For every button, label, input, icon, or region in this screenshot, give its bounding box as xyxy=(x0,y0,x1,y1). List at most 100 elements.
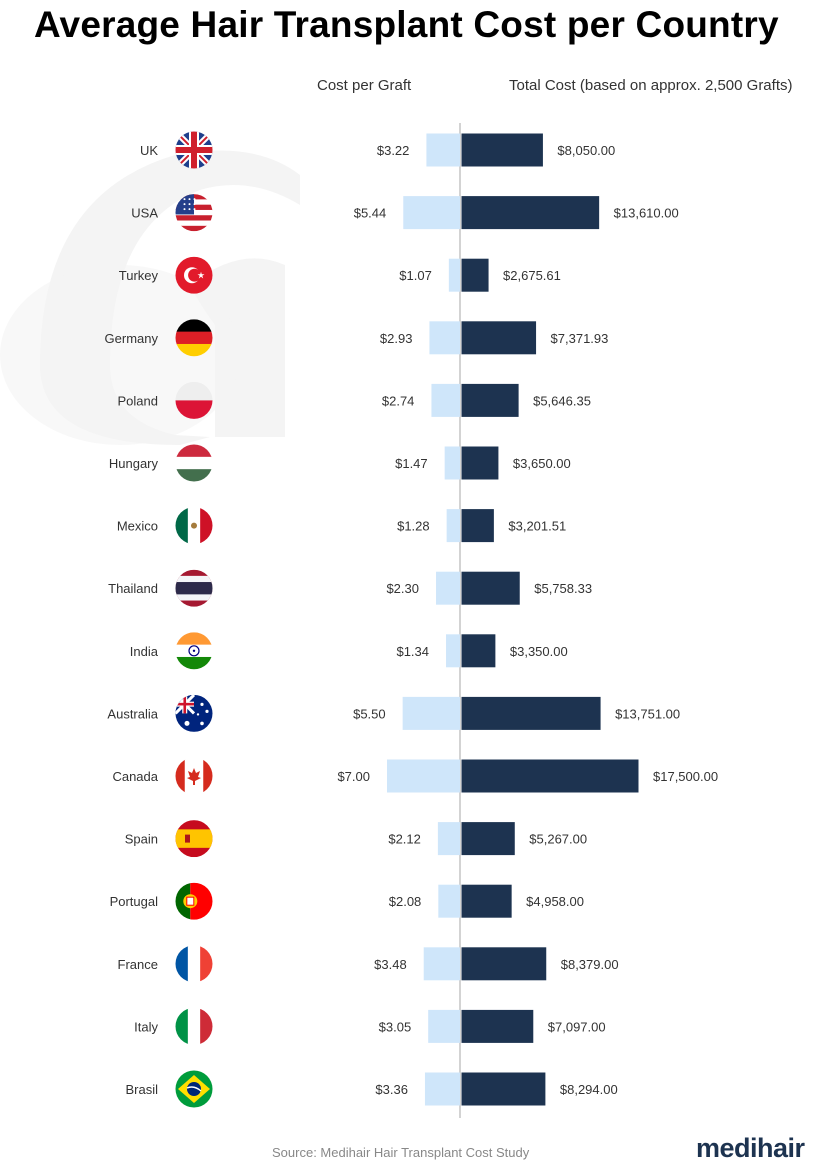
mexico-flag-icon xyxy=(175,507,213,545)
country-label-canada: Canada xyxy=(112,769,158,784)
country-label-usa: USA xyxy=(131,206,158,221)
italy-flag-icon xyxy=(175,1007,213,1045)
total-bar-usa xyxy=(461,196,600,230)
graft-label-thailand: $2.30 xyxy=(386,581,419,596)
country-label-poland: Poland xyxy=(118,393,158,408)
total-bar-india xyxy=(461,634,496,668)
total-bar-germany xyxy=(461,321,537,355)
total-bar-brasil xyxy=(461,1072,546,1106)
graft-label-canada: $7.00 xyxy=(337,769,370,784)
country-label-mexico: Mexico xyxy=(117,519,158,534)
graft-label-india: $1.34 xyxy=(396,644,429,659)
total-label-canada: $17,500.00 xyxy=(653,769,718,784)
country-label-brasil: Brasil xyxy=(125,1082,158,1097)
turkey-flag-icon xyxy=(175,256,213,294)
graft-label-turkey: $1.07 xyxy=(399,268,432,283)
total-label-usa: $13,610.00 xyxy=(614,206,679,221)
source-note: Source: Medihair Hair Transplant Cost St… xyxy=(272,1145,530,1160)
total-label-france: $8,379.00 xyxy=(561,957,619,972)
medihair-logo: medihair xyxy=(696,1133,805,1163)
total-label-thailand: $5,758.33 xyxy=(534,581,592,596)
country-label-germany: Germany xyxy=(105,331,159,346)
graft-label-poland: $2.74 xyxy=(382,393,415,408)
graft-label-hungary: $1.47 xyxy=(395,456,428,471)
country-label-uk: UK xyxy=(140,143,158,158)
spain-flag-icon xyxy=(175,820,213,858)
india-flag-icon xyxy=(175,632,213,670)
country-label-italy: Italy xyxy=(134,1019,158,1034)
total-label-hungary: $3,650.00 xyxy=(513,456,571,471)
graft-bar-italy xyxy=(428,1009,460,1043)
total-label-india: $3,350.00 xyxy=(510,644,568,659)
graft-bar-australia xyxy=(402,696,460,730)
graft-bar-portugal xyxy=(438,884,460,918)
graft-bar-france xyxy=(423,947,460,981)
header-cost-per-graft: Cost per Graft xyxy=(317,77,412,94)
graft-label-uk: $3.22 xyxy=(377,143,410,158)
graft-bar-thailand xyxy=(436,571,460,605)
graft-bar-hungary xyxy=(444,446,460,480)
total-label-portugal: $4,958.00 xyxy=(526,894,584,909)
usa-flag-icon xyxy=(175,194,213,232)
total-bar-france xyxy=(461,947,547,981)
thailand-flag-icon xyxy=(175,569,213,607)
total-bar-mexico xyxy=(461,509,494,543)
graft-label-germany: $2.93 xyxy=(380,331,413,346)
total-bar-canada xyxy=(461,759,639,793)
country-label-turkey: Turkey xyxy=(119,268,159,283)
total-label-germany: $7,371.93 xyxy=(551,331,609,346)
graft-bar-turkey xyxy=(448,258,460,292)
graft-bar-spain xyxy=(437,822,460,856)
total-label-uk: $8,050.00 xyxy=(557,143,615,158)
australia-flag-icon xyxy=(175,694,213,732)
graft-label-italy: $3.05 xyxy=(379,1019,412,1034)
graft-bar-germany xyxy=(429,321,460,355)
graft-bar-usa xyxy=(403,196,460,230)
graft-bar-india xyxy=(446,634,460,668)
total-label-spain: $5,267.00 xyxy=(529,832,587,847)
total-label-mexico: $3,201.51 xyxy=(508,519,566,534)
total-bar-poland xyxy=(461,383,519,417)
graft-bar-brasil xyxy=(424,1072,460,1106)
country-label-france: France xyxy=(118,957,158,972)
graft-label-mexico: $1.28 xyxy=(397,519,430,534)
total-bar-turkey xyxy=(461,258,489,292)
uk-flag-icon xyxy=(175,131,213,169)
total-bar-spain xyxy=(461,822,515,856)
canada-flag-icon xyxy=(175,757,213,795)
chart-title: Average Hair Transplant Cost per Country xyxy=(34,4,779,45)
country-label-hungary: Hungary xyxy=(109,456,159,471)
total-label-brasil: $8,294.00 xyxy=(560,1082,618,1097)
graft-label-brasil: $3.36 xyxy=(375,1082,408,1097)
total-bar-hungary xyxy=(461,446,499,480)
total-bar-australia xyxy=(461,696,601,730)
poland-flag-icon xyxy=(175,381,213,419)
graft-bar-canada xyxy=(387,759,460,793)
graft-label-spain: $2.12 xyxy=(388,832,421,847)
graft-label-france: $3.48 xyxy=(374,957,407,972)
total-bar-portugal xyxy=(461,884,512,918)
germany-flag-icon xyxy=(175,319,213,357)
graft-label-australia: $5.50 xyxy=(353,706,386,721)
total-label-australia: $13,751.00 xyxy=(615,706,680,721)
country-label-thailand: Thailand xyxy=(108,581,158,596)
total-label-poland: $5,646.35 xyxy=(533,393,591,408)
france-flag-icon xyxy=(175,945,213,983)
country-label-portugal: Portugal xyxy=(110,894,159,909)
country-label-spain: Spain xyxy=(125,832,158,847)
total-bar-italy xyxy=(461,1009,534,1043)
header-total-cost: Total Cost (based on approx. 2,500 Graft… xyxy=(509,77,793,94)
total-bar-uk xyxy=(461,133,543,167)
graft-bar-mexico xyxy=(446,509,460,543)
graft-label-usa: $5.44 xyxy=(354,206,387,221)
graft-label-portugal: $2.08 xyxy=(389,894,422,909)
hungary-flag-icon xyxy=(175,444,213,482)
total-bar-thailand xyxy=(461,571,520,605)
graft-bar-poland xyxy=(431,383,460,417)
country-label-australia: Australia xyxy=(107,706,158,721)
total-label-italy: $7,097.00 xyxy=(548,1019,606,1034)
graft-bar-uk xyxy=(426,133,460,167)
total-label-turkey: $2,675.61 xyxy=(503,268,561,283)
portugal-flag-icon xyxy=(175,882,213,920)
